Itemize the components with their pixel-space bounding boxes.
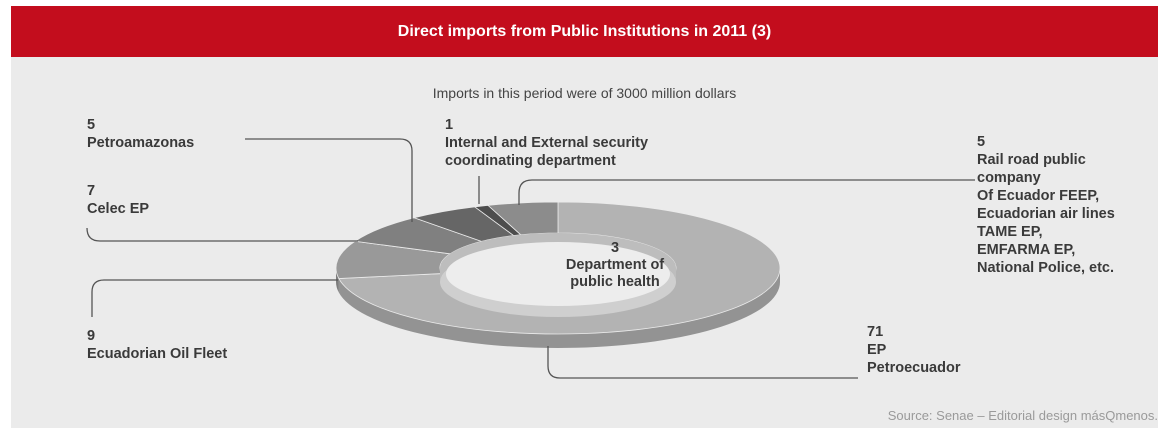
chart-panel: Direct imports from Public Institutions … [11,6,1158,428]
leader-oil-fleet [91,279,338,317]
leader-petroamazonas [245,138,413,222]
leader-petroecuador [547,346,858,379]
slice-label-security-dept: 1 Internal and External security coordin… [445,117,649,169]
leader-celec [86,227,358,242]
slice-label-petroecuador: 71 EP Petroecuador [867,324,961,376]
leader-others [518,179,975,205]
source-note: Source: Senae – Editorial design másQmen… [887,408,1158,423]
donut-hole [446,242,670,306]
slice-label-oil-fleet: 9 Ecuadorian Oil Fleet [87,328,228,362]
slice-label-petroamazonas: 5 Petroamazonas [87,117,195,151]
slice-label-others: 5 Rail road public company Of Ecuador FE… [977,134,1115,276]
slice-label-public-health: 3 Department of public health [565,240,665,290]
slice-wall-0 [338,268,780,349]
chart-title: Direct imports from Public Institutions … [11,6,1158,57]
chart-subtitle: Imports in this period were of 3000 mill… [432,85,737,101]
slice-label-celec: 7 Celec EP [87,183,150,217]
donut-inner-wall [440,233,676,282]
